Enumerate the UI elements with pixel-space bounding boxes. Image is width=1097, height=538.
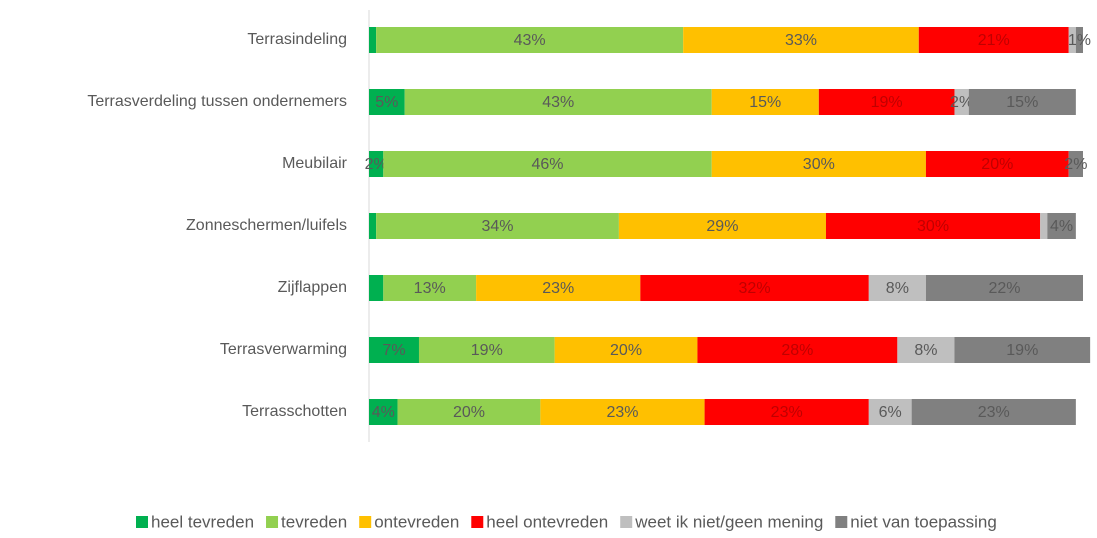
- bar-segment: [918, 27, 1069, 53]
- bar-segment: [376, 27, 684, 53]
- category-label: Terrasverwarming: [220, 341, 347, 358]
- bar-segment: [683, 27, 919, 53]
- bar-segment: [383, 275, 477, 301]
- data-label: 30%: [917, 218, 949, 235]
- data-label: 4%: [1050, 218, 1073, 235]
- bar-segment: [376, 213, 619, 239]
- data-label: 1%: [1068, 32, 1091, 49]
- bar-segment: [925, 275, 1083, 301]
- data-label: 20%: [453, 404, 485, 421]
- legend-label: ontevreden: [374, 512, 459, 531]
- data-label: 8%: [886, 280, 909, 297]
- bar-segment: [711, 89, 819, 115]
- bar-segment: [1075, 27, 1083, 53]
- data-label: 20%: [610, 342, 642, 359]
- bar-segment: [640, 275, 869, 301]
- data-label: 43%: [514, 32, 546, 49]
- bar-segment: [711, 151, 926, 177]
- legend-label: weet ik niet/geen mening: [634, 512, 823, 531]
- data-label: 2%: [1064, 156, 1087, 173]
- data-label: 15%: [749, 94, 781, 111]
- data-label: 23%: [978, 404, 1010, 421]
- bar-segment: [369, 399, 398, 425]
- data-label: 28%: [781, 342, 813, 359]
- bar-segment: [383, 151, 712, 177]
- data-label: 23%: [606, 404, 638, 421]
- data-label: 20%: [981, 156, 1013, 173]
- legend-label: heel ontevreden: [486, 512, 608, 531]
- legend-swatch: [620, 516, 633, 528]
- data-label: 15%: [1006, 94, 1038, 111]
- data-label: 13%: [414, 280, 446, 297]
- bar-segment: [704, 399, 869, 425]
- bar-segment: [540, 399, 705, 425]
- bar-segment: [404, 89, 712, 115]
- legend-swatch: [136, 516, 148, 528]
- data-label: 34%: [482, 218, 514, 235]
- bar-segment: [554, 337, 698, 363]
- bar-segment: [369, 275, 384, 301]
- legend-label: tevreden: [281, 512, 347, 531]
- category-label: Terrasindeling: [247, 31, 347, 48]
- category-label: Meubilair: [282, 155, 348, 172]
- legend-label: heel tevreden: [151, 512, 254, 531]
- legend-swatch: [266, 516, 279, 528]
- data-label: 32%: [739, 280, 771, 297]
- bar-segment: [868, 399, 912, 425]
- bar-segment: [1068, 151, 1083, 177]
- data-label: 6%: [879, 404, 902, 421]
- data-label: 19%: [1006, 342, 1038, 359]
- data-label: 29%: [706, 218, 738, 235]
- data-label: 7%: [382, 342, 405, 359]
- data-label: 46%: [531, 156, 563, 173]
- bar-segment: [697, 337, 898, 363]
- bar-segment: [818, 89, 955, 115]
- bar-segment: [911, 399, 1076, 425]
- bar-segment: [369, 337, 419, 363]
- data-label: 19%: [871, 94, 903, 111]
- bar-segment: [476, 275, 641, 301]
- bar-segment: [868, 275, 926, 301]
- bar-segment: [369, 89, 405, 115]
- category-label: Zijflappen: [278, 279, 347, 296]
- legend-label: niet van toepassing: [850, 512, 997, 531]
- data-label: 23%: [542, 280, 574, 297]
- data-label: 8%: [914, 342, 937, 359]
- bar-segment: [825, 213, 1041, 239]
- bar-segment: [1040, 213, 1048, 239]
- legend-swatch: [471, 516, 484, 528]
- data-label: 33%: [785, 32, 817, 49]
- data-label: 5%: [375, 94, 398, 111]
- bar-segment: [925, 151, 1069, 177]
- bar-segment: [369, 213, 377, 239]
- data-label: 19%: [471, 342, 503, 359]
- bar-segment: [397, 399, 541, 425]
- legend-swatch: [359, 516, 372, 528]
- bar-segment: [1047, 213, 1076, 239]
- legend-swatch: [835, 516, 848, 528]
- data-label: 43%: [542, 94, 574, 111]
- bar-segment: [418, 337, 555, 363]
- category-label: Zonneschermen/luifels: [186, 217, 347, 234]
- data-label: 2%: [365, 156, 388, 173]
- category-label: Terrasverdeling tussen ondernemers: [87, 93, 347, 110]
- bar-segment: [1068, 27, 1076, 53]
- data-label: 23%: [771, 404, 803, 421]
- bar-segment: [369, 151, 384, 177]
- bar-segment: [968, 89, 1076, 115]
- category-label: Terrasschotten: [242, 403, 347, 420]
- data-label: 4%: [372, 404, 395, 421]
- bar-segment: [369, 27, 377, 53]
- bar-segment: [897, 337, 955, 363]
- data-label: 2%: [950, 94, 973, 111]
- bar-segment: [618, 213, 826, 239]
- data-label: 21%: [978, 32, 1010, 49]
- data-label: 22%: [988, 280, 1020, 297]
- bar-segment: [954, 89, 969, 115]
- data-label: 30%: [803, 156, 835, 173]
- bar-segment: [954, 337, 1091, 363]
